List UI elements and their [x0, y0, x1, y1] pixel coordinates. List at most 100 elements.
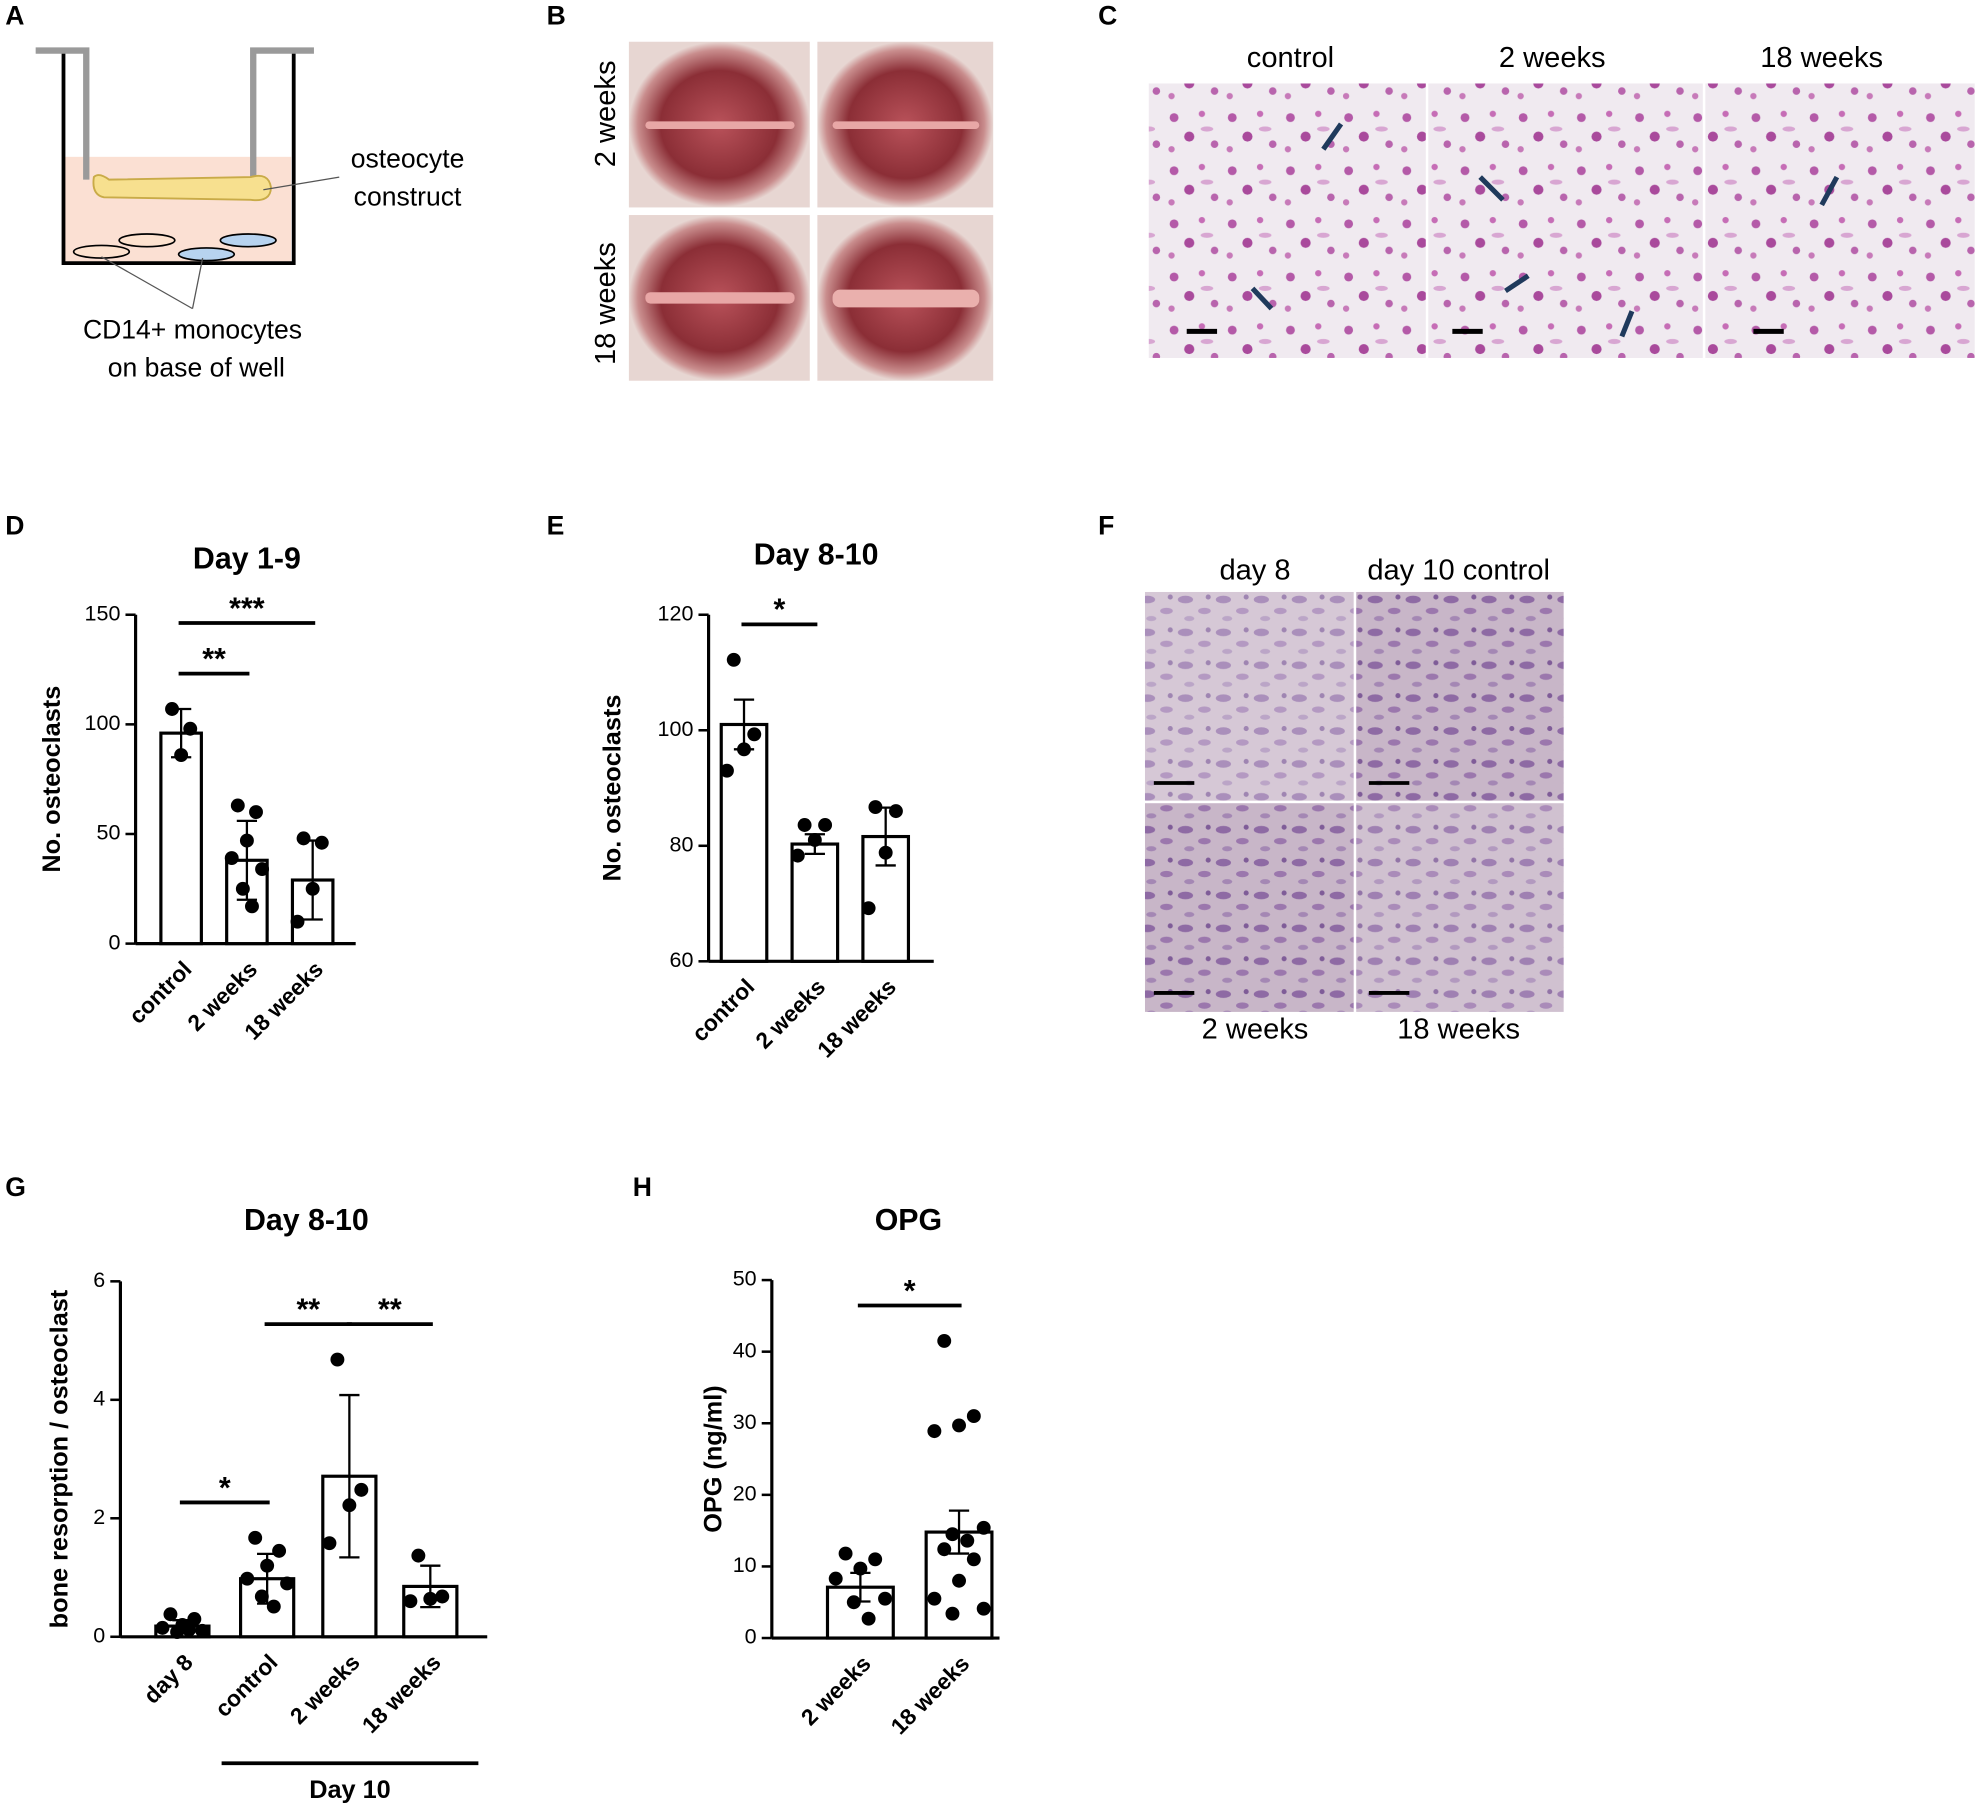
data-point	[719, 763, 734, 778]
y-axis-label: No. osteoclasts	[38, 686, 66, 873]
significance-label: **	[378, 1293, 402, 1326]
data-point	[966, 1409, 981, 1424]
insert-wall	[250, 47, 314, 180]
construct	[645, 292, 795, 304]
column-label: 2 weeks	[1499, 42, 1606, 74]
well-wall	[61, 53, 296, 265]
arrow	[1504, 273, 1530, 294]
significance-label: *	[904, 1275, 916, 1308]
photo	[1705, 83, 1975, 358]
data-point	[330, 1352, 345, 1367]
data-point	[797, 818, 812, 832]
panel-letter: H	[633, 1172, 652, 1202]
data-point	[976, 1601, 991, 1616]
data-point	[296, 831, 311, 846]
y-tick-label: 100	[658, 717, 694, 741]
data-point	[245, 899, 259, 914]
data-point	[239, 833, 254, 848]
data-point	[266, 1599, 281, 1614]
data-point	[255, 862, 270, 877]
x-tick-label: 18 weeks	[885, 1650, 974, 1739]
data-point	[846, 1595, 861, 1610]
data-point	[868, 1552, 883, 1567]
construct	[92, 174, 272, 202]
y-tick-label: 80	[669, 832, 693, 856]
construct	[832, 289, 980, 308]
data-point	[163, 1607, 178, 1622]
data-point	[322, 1536, 337, 1551]
data-point	[818, 818, 833, 832]
data-point	[403, 1594, 418, 1609]
panel-letter: D	[5, 510, 24, 540]
data-point	[945, 1606, 960, 1621]
y-tick-label: 4	[93, 1386, 105, 1410]
data-point	[790, 848, 805, 863]
significance-label: ***	[229, 592, 265, 625]
data-point	[888, 804, 903, 819]
row-label: 2 weeks	[590, 60, 622, 167]
data-point	[272, 1543, 287, 1558]
y-tick-label: 0	[745, 1625, 757, 1649]
significance-label: *	[219, 1472, 231, 1505]
data-point	[878, 845, 893, 860]
chart-title: OPG	[875, 1204, 942, 1237]
leader-line	[191, 257, 204, 309]
data-point	[423, 1591, 438, 1606]
diagram: osteocyte construct CD14+ monocytes on b…	[35, 47, 464, 382]
chart-title: Day 8-10	[754, 539, 879, 572]
data-point	[182, 1622, 196, 1637]
arrow	[1250, 286, 1274, 311]
chart-title: Day 8-10	[244, 1204, 369, 1237]
data-point	[187, 1612, 202, 1626]
data-point	[966, 1552, 981, 1567]
photo-label: 2 weeks	[1202, 1014, 1309, 1046]
data-point	[174, 748, 189, 763]
data-point	[838, 1546, 853, 1561]
data-point	[868, 800, 883, 815]
data-point	[737, 742, 751, 757]
data-point	[305, 881, 320, 896]
arrow	[1819, 175, 1840, 207]
data-point	[435, 1589, 450, 1604]
cell	[118, 233, 176, 248]
data-point	[861, 1611, 876, 1626]
x-tick-label: 2 weeks	[796, 1650, 876, 1730]
data-point	[726, 652, 741, 667]
diagram-label: construct	[354, 182, 462, 212]
y-tick-label: 50	[96, 821, 120, 845]
data-point	[945, 1527, 960, 1542]
x-tick-label: 18 weeks	[812, 973, 901, 1062]
photo-row: control 2 weeks 18 weeks	[1148, 42, 1975, 358]
bar	[719, 722, 769, 963]
panel-letter: E	[547, 510, 565, 540]
data-point	[861, 901, 876, 916]
data-point	[853, 1561, 868, 1576]
data-point	[240, 1571, 255, 1586]
data-point	[976, 1520, 991, 1535]
data-point	[927, 1424, 942, 1439]
significance-label: *	[774, 594, 786, 627]
data-point	[828, 1571, 843, 1586]
photo-grid: 2 weeks 18 weeks	[590, 41, 994, 381]
photo	[1144, 803, 1354, 1012]
panel-letter: F	[1098, 510, 1114, 540]
significance-label: **	[202, 643, 226, 676]
group-label: Day 10	[309, 1776, 391, 1804]
data-point	[290, 914, 305, 929]
y-tick-label: 50	[733, 1267, 757, 1291]
y-tick-label: 60	[669, 948, 693, 972]
cell	[177, 247, 236, 262]
data-point	[170, 1625, 185, 1639]
arrow	[1321, 122, 1344, 151]
data-point	[411, 1548, 426, 1563]
y-tick-label: 100	[85, 711, 121, 735]
photo-label: day 8	[1219, 554, 1290, 586]
arrows	[1250, 122, 1840, 338]
diagram-label: CD14+ monocytes	[83, 314, 302, 344]
y-tick-label: 150	[85, 601, 121, 625]
row-label: 18 weeks	[590, 242, 622, 365]
y-tick-label: 20	[733, 1482, 757, 1506]
data-point	[878, 1591, 893, 1606]
column-label: control	[1247, 42, 1334, 74]
